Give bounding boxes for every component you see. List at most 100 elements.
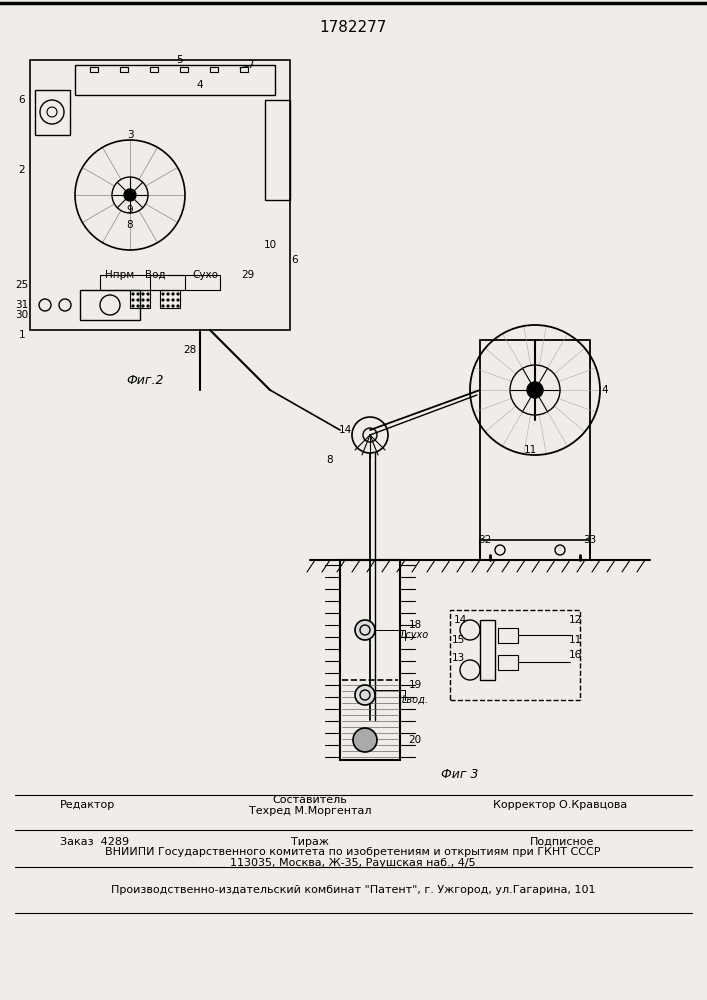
Text: Фиг 3: Фиг 3 [441,768,479,782]
Bar [498,655,518,670]
Text: 25: 25 [16,280,28,290]
Text: 113035, Москва, Ж-35, Раушская наб., 4/5: 113035, Москва, Ж-35, Раушская наб., 4/5 [230,858,476,868]
Circle shape [162,305,164,307]
Circle shape [167,293,169,295]
Circle shape [355,685,375,705]
Text: 15: 15 [451,635,464,645]
Circle shape [172,299,174,301]
Text: 28: 28 [183,345,197,355]
Text: 9: 9 [127,205,134,215]
Circle shape [142,299,144,301]
Bar [480,540,590,560]
Text: Вод: Вод [145,270,165,280]
Bar [210,67,218,72]
Bar [160,290,180,308]
Text: 3: 3 [127,130,134,140]
Circle shape [142,293,144,295]
Circle shape [172,293,174,295]
Bar [80,290,140,320]
Text: 12: 12 [568,615,582,625]
Circle shape [177,293,179,295]
Text: 14: 14 [339,425,351,435]
Text: Lвод.: Lвод. [402,695,428,705]
Circle shape [136,305,139,307]
Circle shape [353,728,377,752]
Text: 33: 33 [583,535,597,545]
Text: 6: 6 [292,255,298,265]
Bar [265,100,290,200]
Text: Фиг.2: Фиг.2 [127,373,164,386]
Text: Заказ  4289: Заказ 4289 [60,837,129,847]
Text: 11: 11 [568,635,582,645]
Bar [30,60,290,330]
Text: 2: 2 [18,165,25,175]
Bar [90,67,98,72]
Bar [150,67,158,72]
Text: 14: 14 [453,615,467,625]
Text: 10: 10 [264,240,276,250]
Text: 5: 5 [177,55,183,65]
Circle shape [136,293,139,295]
Text: 19: 19 [409,680,421,690]
Circle shape [177,305,179,307]
Bar [240,67,248,72]
Text: 13: 13 [451,653,464,663]
Bar [498,628,518,643]
Text: 1782277: 1782277 [320,20,387,35]
Text: 7: 7 [247,60,253,70]
Text: 18: 18 [409,620,421,630]
Bar [480,620,495,680]
Circle shape [162,299,164,301]
Circle shape [167,305,169,307]
Text: Нпрм: Нпрм [105,270,134,280]
Circle shape [167,299,169,301]
Text: Составитель: Составитель [273,795,347,805]
Text: Корректор О.Кравцова: Корректор О.Кравцова [493,800,627,810]
Bar [340,560,400,760]
Text: ВНИИПИ Государственного комитета по изобретениям и открытиям при ГКНТ СССР: ВНИИПИ Государственного комитета по изоб… [105,847,601,857]
Circle shape [147,305,149,307]
Bar [120,67,128,72]
Circle shape [177,299,179,301]
Circle shape [147,293,149,295]
Text: 31: 31 [16,300,28,310]
Text: 4: 4 [602,385,608,395]
Text: 8: 8 [127,220,134,230]
Bar [180,67,188,72]
Text: 11: 11 [523,445,537,455]
Circle shape [172,305,174,307]
Circle shape [527,382,543,398]
Text: 20: 20 [409,735,421,745]
Bar [450,610,580,700]
Text: 30: 30 [16,310,28,320]
Text: 8: 8 [327,455,333,465]
Bar [100,275,220,290]
Bar [75,65,275,95]
Text: Редактор: Редактор [60,800,115,810]
Circle shape [132,299,134,301]
Text: 16: 16 [568,650,582,660]
Bar [480,340,590,560]
Text: Производственно-издательский комбинат "Патент", г. Ужгород, ул.Гагарина, 101: Производственно-издательский комбинат "П… [111,885,595,895]
Text: 32: 32 [479,535,491,545]
Text: Сухо: Сухо [192,270,218,280]
Text: 29: 29 [241,270,255,280]
Circle shape [124,189,136,201]
Circle shape [142,305,144,307]
Circle shape [132,305,134,307]
Circle shape [147,299,149,301]
Bar [35,90,70,135]
Text: Lсухо: Lсухо [401,630,429,640]
Bar [150,275,185,290]
Text: Тираж: Тираж [291,837,329,847]
Circle shape [132,293,134,295]
Circle shape [136,299,139,301]
Bar [130,290,150,308]
Text: Техред М.Моргентал: Техред М.Моргентал [249,806,371,816]
Text: 6: 6 [18,95,25,105]
Text: Подписное: Подписное [530,837,595,847]
Circle shape [162,293,164,295]
Text: 4: 4 [197,80,204,90]
Circle shape [355,620,375,640]
Text: 1: 1 [18,330,25,340]
